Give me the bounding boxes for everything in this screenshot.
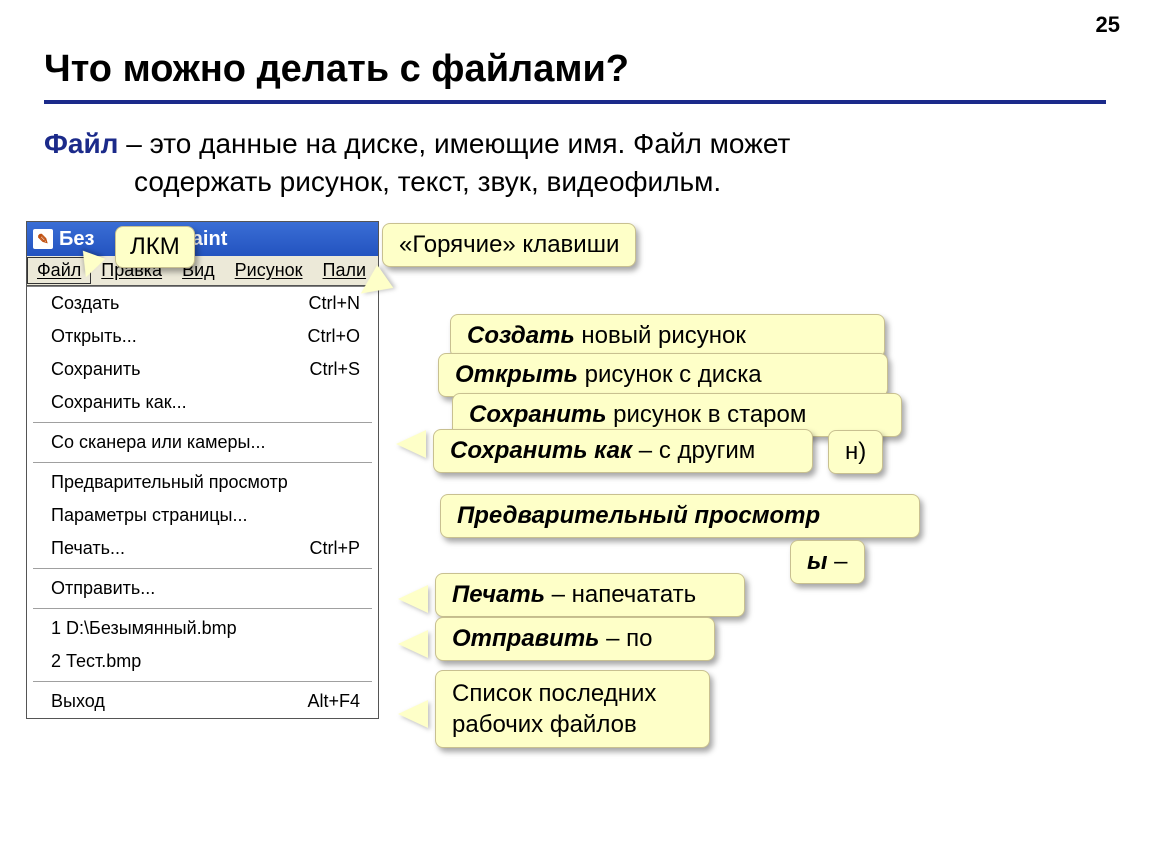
callout-preview: Предварительный просмотр (440, 494, 920, 538)
paint-title-left: Без (59, 228, 94, 251)
paint-window: ✎ Без Paint Файл Правка Вид Рисунок Пали… (26, 221, 379, 719)
callout-print: Печать – напечатать (435, 573, 745, 617)
callout-send: Отправить – по (435, 617, 715, 661)
callout-hotkeys: «Горячие» клавиши (382, 223, 636, 267)
menu-item-send[interactable]: Отправить... (27, 572, 378, 605)
menu-image[interactable]: Рисунок (225, 257, 313, 284)
paint-app-icon: ✎ (33, 229, 53, 249)
callout-save-tail: н) (828, 430, 883, 474)
title-underline (44, 100, 1106, 104)
menu-item-pagesetup[interactable]: Параметры страницы... (27, 499, 378, 532)
callout-recent-tail (398, 700, 428, 728)
callout-create: Создать новый рисунок (450, 314, 885, 358)
menu-item-print[interactable]: Печать...Ctrl+P (27, 532, 378, 565)
menu-item-new[interactable]: СоздатьCtrl+N (27, 287, 378, 320)
page-number: 25 (1096, 12, 1120, 38)
menu-item-open[interactable]: Открыть...Ctrl+O (27, 320, 378, 353)
callout-print-tail (398, 585, 428, 613)
menu-item-preview[interactable]: Предварительный просмотр (27, 466, 378, 499)
menu-sep (33, 422, 372, 423)
definition-line2: содержать рисунок, текст, звук, видеофил… (44, 163, 1044, 201)
menu-sep (33, 681, 372, 682)
callout-saveas: Сохранить как – с другим (433, 429, 813, 473)
definition-text: Файл – это данные на диске, имеющие имя.… (44, 125, 1044, 201)
menu-item-scanner[interactable]: Со сканера или камеры... (27, 426, 378, 459)
menu-sep (33, 568, 372, 569)
menu-sep (33, 462, 372, 463)
menu-item-exit[interactable]: ВыходAlt+F4 (27, 685, 378, 718)
menu-item-recent2[interactable]: 2 Тест.bmp (27, 645, 378, 678)
menu-sep (33, 608, 372, 609)
menu-item-save[interactable]: СохранитьCtrl+S (27, 353, 378, 386)
callout-open: Открыть рисунок с диска (438, 353, 888, 397)
callout-send-tail (398, 630, 428, 658)
definition-line1: – это данные на диске, имеющие имя. Файл… (118, 128, 790, 159)
paint-titlebar: ✎ Без Paint (27, 222, 378, 256)
slide-title: Что можно делать с файлами? (44, 48, 629, 91)
callout-lkm: ЛКМ (115, 226, 195, 268)
menu-item-recent1[interactable]: 1 D:\Безымянный.bmp (27, 612, 378, 645)
file-dropdown: СоздатьCtrl+N Открыть...Ctrl+O Сохранить… (27, 286, 378, 718)
callout-dash: ы – (790, 540, 865, 584)
menu-item-saveas[interactable]: Сохранить как... (27, 386, 378, 419)
definition-term: Файл (44, 128, 118, 159)
callout-saveas-tail (396, 430, 426, 458)
callout-recent: Список последних рабочих файлов (435, 670, 710, 748)
